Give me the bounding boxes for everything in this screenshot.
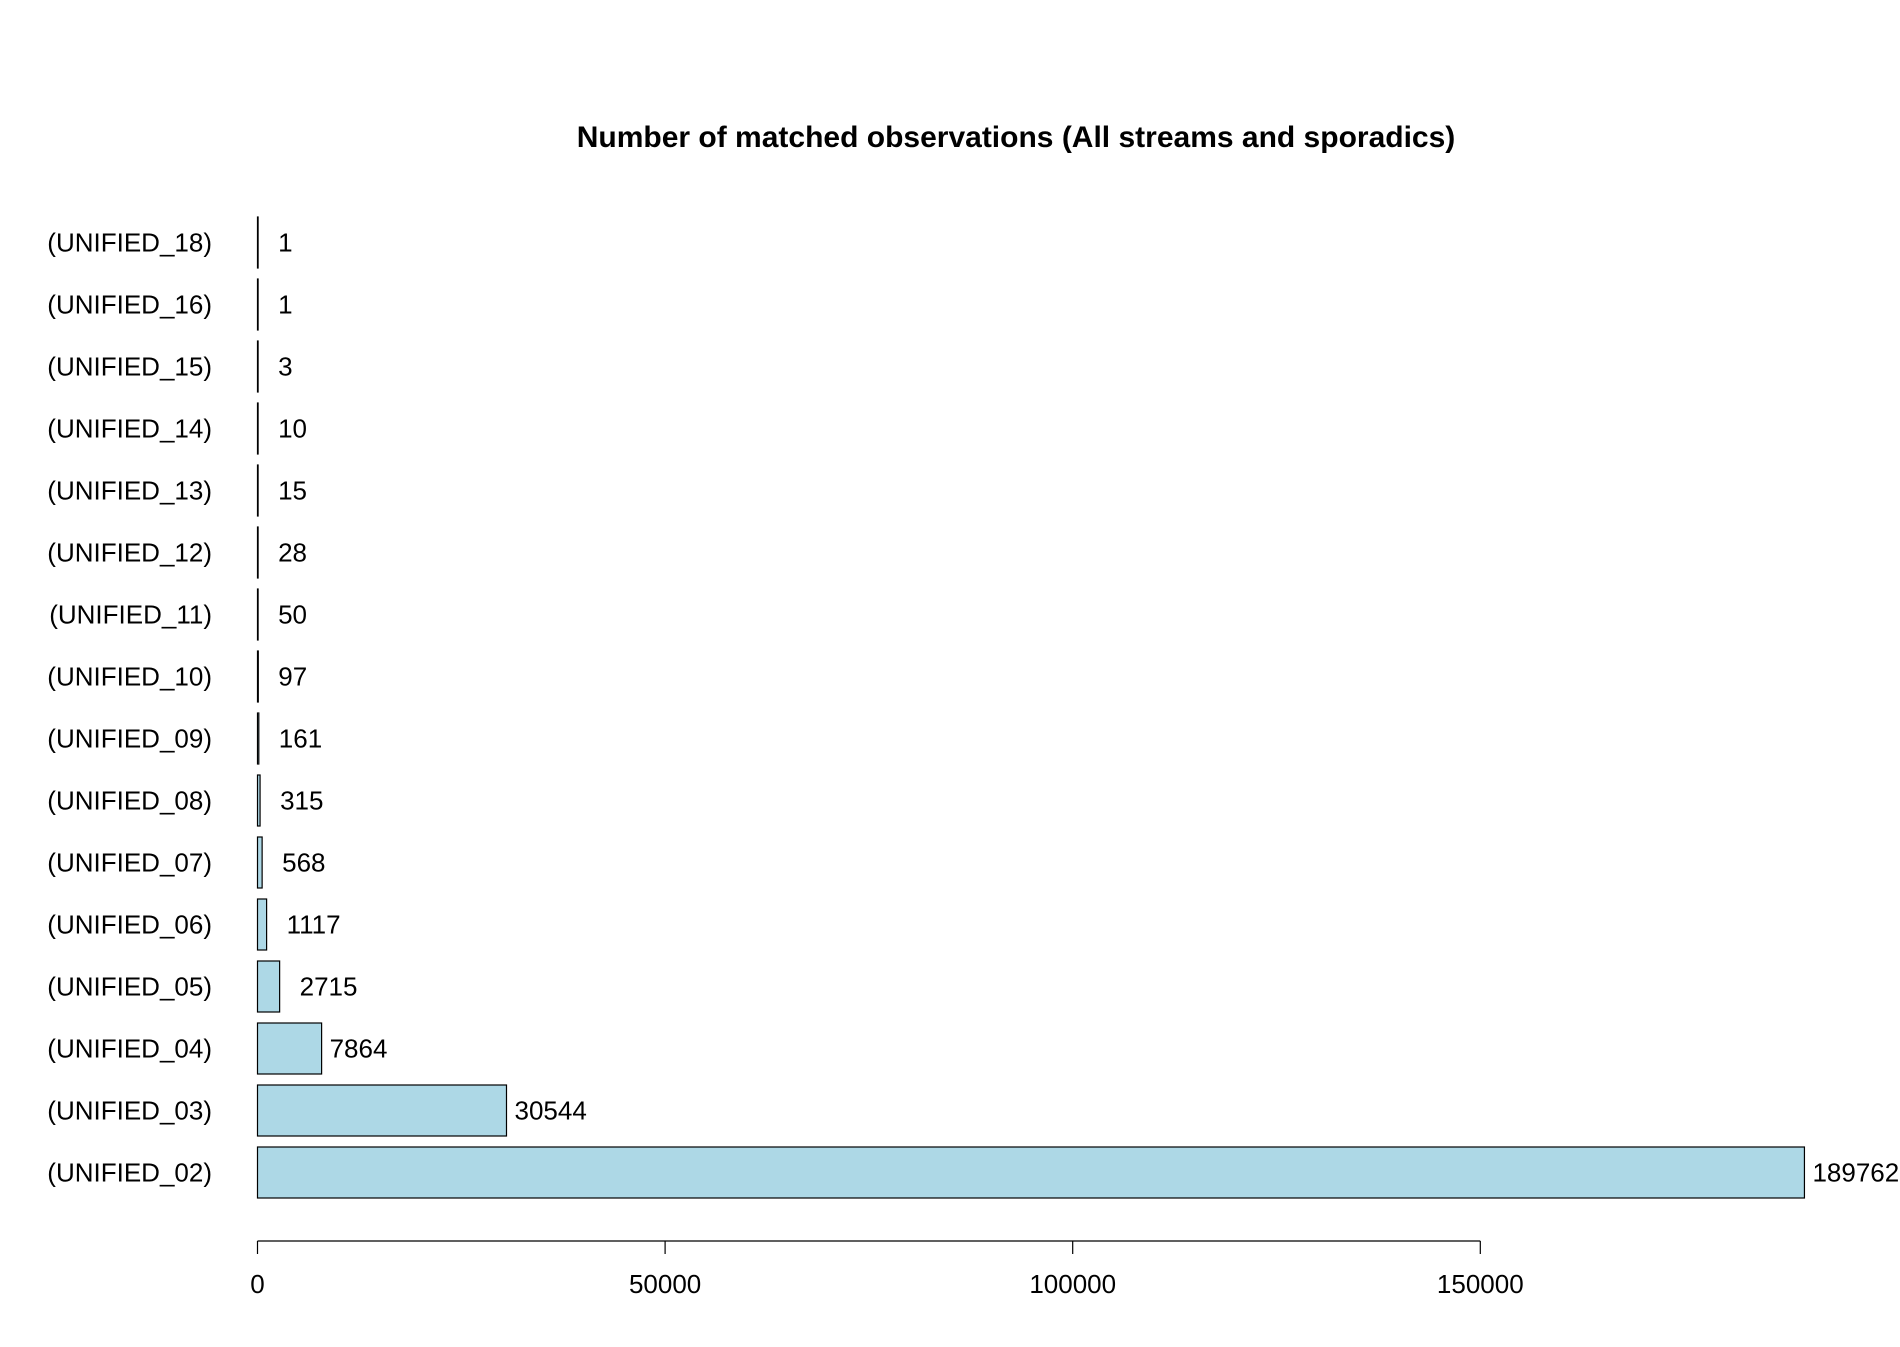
- value-label: 10: [278, 414, 307, 444]
- bar: [256, 216, 259, 269]
- bars-group: [256, 216, 1806, 1199]
- value-label: 30544: [514, 1096, 586, 1126]
- bar: [256, 774, 261, 827]
- value-label: 1: [278, 228, 292, 258]
- category-label: (UNIFIED_08): [47, 786, 212, 816]
- category-label: (UNIFIED_04): [47, 1034, 212, 1064]
- bar: [256, 278, 259, 331]
- bar: [256, 960, 281, 1013]
- category-label: (UNIFIED_05): [47, 972, 212, 1002]
- value-label: 315: [280, 786, 323, 816]
- bar: [256, 1022, 323, 1075]
- value-label: 2715: [300, 972, 358, 1002]
- x-axis: 0 50000 100000 150000: [250, 1240, 1524, 1299]
- category-label: (UNIFIED_11): [49, 600, 212, 630]
- category-label: (UNIFIED_14): [47, 414, 212, 444]
- x-tick-label: 0: [250, 1269, 264, 1299]
- bar: [256, 526, 259, 579]
- value-label: 189762: [1812, 1158, 1899, 1188]
- bar: [256, 650, 259, 703]
- bar: [256, 464, 259, 517]
- category-label: (UNIFIED_15): [47, 352, 212, 382]
- value-label: 97: [278, 662, 307, 692]
- value-label: 1117: [287, 910, 341, 940]
- category-label: (UNIFIED_03): [47, 1096, 212, 1126]
- bar: [256, 898, 268, 951]
- category-label: (UNIFIED_07): [47, 848, 212, 878]
- chart-title: Number of matched observations (All stre…: [577, 121, 1456, 154]
- value-label: 568: [282, 848, 325, 878]
- category-label: (UNIFIED_13): [47, 476, 212, 506]
- value-label: 50: [278, 600, 307, 630]
- category-label: (UNIFIED_10): [47, 662, 212, 692]
- category-label: (UNIFIED_06): [47, 910, 212, 940]
- category-labels-group: (UNIFIED_02) (UNIFIED_03) (UNIFIED_04) (UNI…: [47, 228, 212, 1188]
- bar: [256, 712, 260, 765]
- bar: [256, 1146, 1806, 1199]
- bar: [256, 340, 259, 393]
- x-tick-label: 100000: [1029, 1269, 1116, 1299]
- bar: [256, 1084, 508, 1137]
- category-label: (UNIFIED_02): [47, 1158, 212, 1188]
- value-label: 7864: [330, 1034, 388, 1064]
- value-label: 1: [278, 290, 292, 320]
- x-tick-label: 150000: [1437, 1269, 1524, 1299]
- category-label: (UNIFIED_18): [47, 228, 212, 258]
- value-label: 3: [278, 352, 292, 382]
- category-label: (UNIFIED_09): [47, 724, 212, 754]
- value-label: 161: [279, 724, 322, 754]
- value-labels-group: 189762 30544 7864 2715 1117 568 315 161 97 50 28 15…: [278, 228, 1899, 1188]
- bar: [256, 402, 259, 455]
- value-label: 28: [278, 538, 307, 568]
- value-label: 15: [278, 476, 307, 506]
- bar: [256, 836, 263, 889]
- category-label: (UNIFIED_12): [47, 538, 212, 568]
- bar: [256, 588, 259, 641]
- category-label: (UNIFIED_16): [47, 290, 212, 320]
- x-tick-label: 50000: [629, 1269, 701, 1299]
